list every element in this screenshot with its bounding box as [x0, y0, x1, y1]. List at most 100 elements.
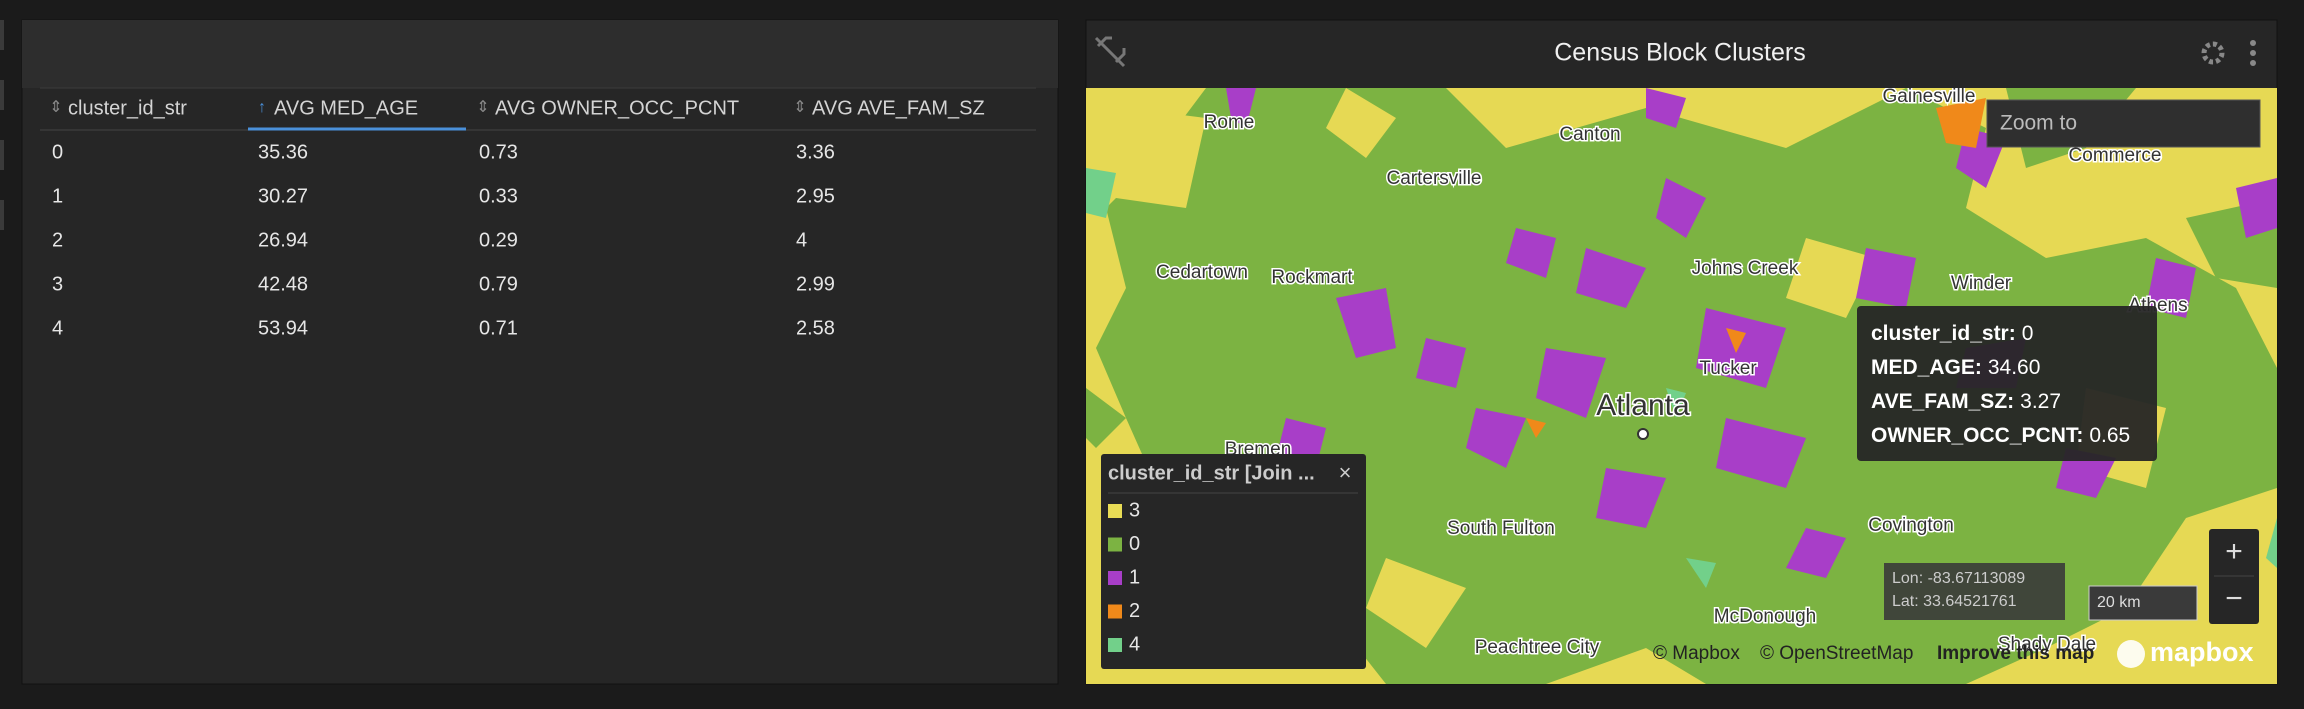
sort-icon[interactable]: ⇕ [49, 99, 62, 116]
sort-icon[interactable]: ↑ [258, 99, 266, 116]
legend-label: 0 [1129, 533, 1140, 555]
sort-icon[interactable]: ⇕ [476, 99, 489, 116]
attribution[interactable]: Improve this map [1937, 643, 2094, 664]
tooltip-row: cluster_id_str: 0 [1871, 322, 2033, 345]
column-header[interactable]: AVG AVE_FAM_SZ [812, 97, 985, 119]
table-cell: 3.36 [796, 141, 835, 163]
gear-icon[interactable] [2201, 41, 2225, 65]
table-cell: 53.94 [258, 317, 308, 339]
place-label: Rome [1204, 112, 1255, 133]
tooltip-key: AVE_FAM_SZ: [1871, 390, 2014, 413]
tooltip-value: 34.60 [1988, 356, 2041, 379]
place-label: Canton [1559, 124, 1620, 145]
side-tab[interactable] [0, 140, 4, 170]
place-label: Johns Creek [1692, 258, 1799, 279]
table-panel: ⇕ cluster_id_str ↑ AVG MED_AGE ⇕ AVG OWNER_OC… [21, 19, 1059, 685]
place-label: South Fulton [1447, 518, 1555, 539]
map[interactable]: Rome Canton Gainesville Commerce Carters… [1086, 86, 2277, 684]
legend-label: 2 [1129, 600, 1140, 622]
tooltip-row: AVE_FAM_SZ: 3.27 [1871, 390, 2061, 413]
unlink-icon[interactable] [1094, 36, 1126, 68]
legend-box [1101, 454, 1366, 669]
more-icon[interactable] [2250, 40, 2256, 66]
table-cell: 0.79 [479, 273, 518, 295]
city-marker [1637, 428, 1649, 440]
zoom-in[interactable]: + [2225, 535, 2243, 568]
tooltip-box [1857, 306, 2157, 461]
coords-box [1884, 563, 2065, 620]
cluster-4-blobs [1086, 168, 2277, 588]
coords-lat: Lat: 33.64521761 [1892, 593, 2017, 610]
place-label: Rockmart [1271, 267, 1353, 288]
place-label: Gainesville [1883, 86, 1976, 107]
zoom-to-placeholder: Zoom to [2000, 112, 2077, 135]
column-header[interactable]: AVG MED_AGE [274, 97, 418, 119]
table-cell: 0.71 [479, 317, 518, 339]
tooltip: cluster_id_str: 0 MED_AGE: 34.60 AVE_FAM_SZ:… [1857, 306, 2157, 461]
zoom-out[interactable]: − [2225, 582, 2243, 615]
table-cell: 0.73 [479, 141, 518, 163]
legend-label: 1 [1129, 566, 1140, 588]
tooltip-key: MED_AGE: [1871, 356, 1982, 379]
tooltip-key: OWNER_OCC_PCNT: [1871, 424, 2083, 447]
tooltip-value: 0 [2022, 322, 2034, 345]
place-label: Winder [1951, 273, 2012, 294]
table-cell: 30.27 [258, 185, 308, 207]
legend-swatch [1108, 537, 1122, 552]
legend-title: cluster_id_str [Join ... [1108, 462, 1315, 484]
legend-swatch [1108, 571, 1122, 585]
legend-close[interactable]: × [1339, 460, 1352, 485]
table-cell: 2.99 [796, 273, 835, 295]
legend-swatch [1108, 638, 1122, 652]
legend-swatch [1108, 504, 1122, 518]
table-cell: 4 [796, 229, 807, 251]
legend: cluster_id_str [Join ... × 3 0 1 2 4 [1101, 454, 1366, 669]
place-label: Cartersville [1386, 168, 1481, 189]
table-cell: 2 [52, 229, 63, 251]
table-cell: 0 [52, 141, 63, 163]
side-tab[interactable] [0, 80, 4, 110]
side-tab[interactable] [0, 200, 4, 230]
tooltip-row: OWNER_OCC_PCNT: 0.65 [1871, 424, 2130, 447]
place-label: Cedartown [1156, 262, 1248, 283]
place-label: McDonough [1714, 606, 1816, 627]
attribution[interactable]: © Mapbox [1653, 643, 1740, 664]
zoom-to-input[interactable] [1986, 99, 2261, 148]
cluster-1-blobs [1226, 88, 2277, 578]
table-cell: 35.36 [258, 141, 308, 163]
table-cell: 2.95 [796, 185, 835, 207]
panel [21, 19, 1059, 685]
scale-label: 20 km [2097, 594, 2141, 611]
legend-swatch [1108, 604, 1122, 619]
side-tab[interactable] [0, 20, 4, 50]
logo[interactable]: mapbox [2150, 637, 2254, 667]
place-label: Tucker [1699, 358, 1757, 379]
tooltip-value: 3.27 [2020, 390, 2061, 413]
cluster-2-blobs [1526, 98, 1986, 438]
column-header[interactable]: cluster_id_str [68, 97, 187, 119]
place-label: Commerce [2069, 145, 2162, 166]
attribution[interactable]: © OpenStreetMap [1760, 643, 1913, 664]
table-cell: 42.48 [258, 273, 308, 295]
table-cell: 0.33 [479, 185, 518, 207]
sort-icon[interactable]: ⇕ [793, 99, 806, 116]
place-label: Peachtree City [1475, 637, 1600, 658]
table-cell: 2.58 [796, 317, 835, 339]
tooltip-value: 0.65 [2089, 424, 2130, 447]
region [1096, 88, 2277, 684]
table-cell: 3 [52, 273, 63, 295]
logo-icon [2117, 640, 2145, 668]
column-header[interactable]: AVG OWNER_OCC_PCNT [495, 97, 739, 119]
tooltip-row: MED_AGE: 34.60 [1871, 356, 2040, 379]
table-cell: 26.94 [258, 229, 308, 251]
scale-bar [2088, 585, 2198, 621]
table-cell: 0.29 [479, 229, 518, 251]
place-label: Covington [1868, 515, 1954, 536]
panel-toolbar [22, 20, 1058, 88]
legend-label: 3 [1129, 499, 1140, 521]
table-cell: 1 [52, 185, 63, 207]
place-label: Atlanta [1596, 389, 1690, 422]
